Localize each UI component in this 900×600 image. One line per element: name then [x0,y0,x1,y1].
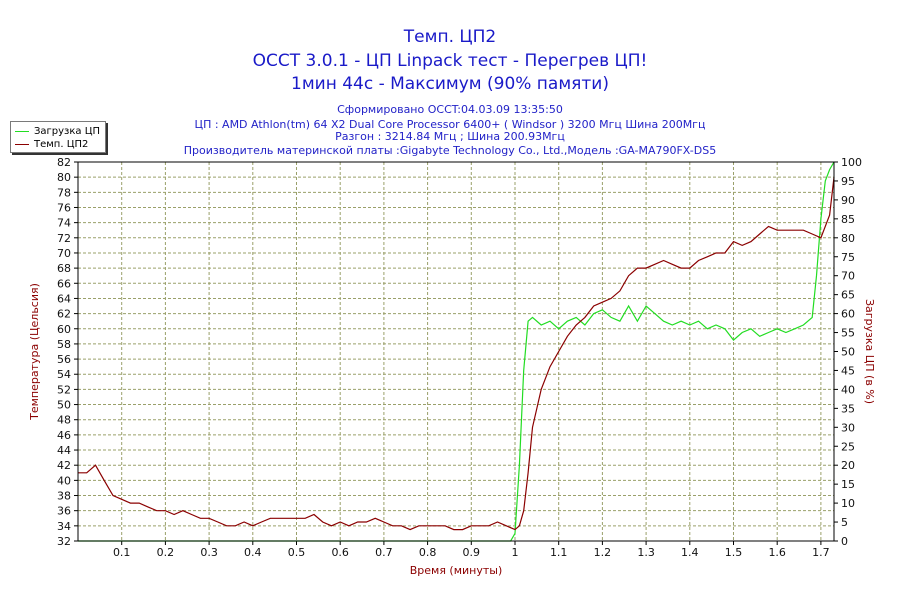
x-axis-ticks: 0.1 0.2 0.3 0.4 0.5 0.6 0.7 0.8 0.9 1 1.1 1.2 1.3 1.4… [113,541,830,559]
x-tick-label: 0.6 [331,546,349,559]
y-right-tick-label: 65 [841,289,855,302]
y-left-tick-label: 32 [57,535,71,548]
y-right-tick-label: 30 [841,421,855,434]
x-tick-label: 1.4 [681,546,699,559]
x-tick-label: 1.5 [725,546,743,559]
y-left-tick-label: 78 [57,186,71,199]
x-tick-label: 0.5 [288,546,306,559]
chart-series [78,161,835,542]
legend-item-temp: Темп. ЦП2 [15,138,88,150]
x-axis-label: Время (минуты) [410,564,503,577]
y-left-tick-label: 36 [57,505,71,518]
legend-item-load: Загрузка ЦП [15,125,100,137]
legend-label-load: Загрузка ЦП [34,125,101,137]
series-line-load [78,161,835,542]
subtitle-overclock: Разгон : 3214.84 Мгц ; Шина 200.93Мгц [335,130,565,143]
y-left-tick-label: 74 [57,217,71,230]
x-tick-label: 0.7 [375,546,393,559]
y-right-tick-label: 0 [841,535,848,548]
y-right-tick-label: 100 [841,156,862,169]
chart-grid [78,162,834,541]
x-tick-label: 1 [511,546,518,559]
y-left-tick-label: 54 [57,368,71,381]
y-left-tick-label: 58 [57,338,71,351]
y-right-tick-label: 70 [841,270,855,283]
y-right-tick-label: 10 [841,497,855,510]
chart-legend: Загрузка ЦП Темп. ЦП2 [10,121,106,153]
x-tick-label: 0.8 [419,546,437,559]
y-left-tick-label: 38 [57,490,71,503]
y-left-tick-label: 64 [57,292,71,305]
subtitle-motherboard: Производитель материнской платы :Gigabyt… [183,144,717,157]
plot-frame [77,161,835,542]
x-tick-label: 0.1 [113,546,131,559]
series-line-temp [78,177,835,531]
y-left-tick-label: 40 [57,474,71,487]
y-left-tick-label: 44 [57,444,71,457]
y-right-tick-label: 80 [841,232,855,245]
y-axis-left-ticks: 32 34 36 38 40 42 44 46 48 50 52 54 56 58 60 62 64 66 68 70… [57,156,78,548]
y-left-tick-label: 62 [57,308,71,321]
y-right-tick-label: 35 [841,402,855,415]
x-tick-label: 1.7 [812,546,830,559]
y-left-tick-label: 68 [57,262,71,275]
y-right-tick-label: 25 [841,440,855,453]
subtitle-generated: Сформировано OCCT:04.03.09 13:35:50 [337,103,563,116]
y-right-tick-label: 75 [841,251,855,264]
y-left-tick-label: 66 [57,277,71,290]
legend-label-temp: Темп. ЦП2 [34,138,89,150]
y-axis-left-label: Температура (Цельсия) [28,283,41,421]
chart-title-test: OCCT 3.0.1 - ЦП Linpack тест - Перегрев … [252,51,648,71]
y-right-tick-label: 95 [841,175,855,188]
y-right-tick-label: 50 [841,346,855,359]
y-left-tick-label: 76 [57,201,71,214]
y-axis-right-ticks: 0 5 10 15 20 25 30 35 40 45 50 55 60 65 70 75 80 85 90 95 10… [834,156,862,548]
x-tick-label: 1.3 [637,546,655,559]
y-left-tick-label: 34 [57,520,71,533]
y-left-tick-label: 46 [57,429,71,442]
y-axis-right-label: Загрузка ЦП (в %) [863,299,876,404]
y-left-tick-label: 52 [57,383,71,396]
y-left-tick-label: 50 [57,399,71,412]
x-tick-label: 0.3 [200,546,218,559]
y-right-tick-label: 60 [841,308,855,321]
y-right-tick-label: 45 [841,364,855,377]
legend-swatch-load [15,130,29,132]
chart-title-duration: 1мин 44с - Максимум (90% памяти) [291,74,609,94]
chart-title: Темп. ЦП2 [403,27,497,47]
x-tick-label: 1.2 [594,546,612,559]
y-right-tick-label: 90 [841,194,855,207]
x-tick-label: 0.9 [463,546,481,559]
y-left-tick-label: 80 [57,171,71,184]
y-left-tick-label: 72 [57,232,71,245]
y-right-tick-label: 85 [841,213,855,226]
y-left-tick-label: 70 [57,247,71,260]
x-tick-label: 0.4 [244,546,262,559]
legend-swatch-temp [15,143,29,145]
y-right-tick-label: 55 [841,327,855,340]
y-right-tick-label: 40 [841,383,855,396]
y-left-tick-label: 82 [57,156,71,169]
x-tick-label: 1.6 [768,546,786,559]
y-left-tick-label: 60 [57,323,71,336]
subtitle-cpu: ЦП : AMD Athlon(tm) 64 X2 Dual Core Proc… [194,118,706,131]
y-right-tick-label: 20 [841,459,855,472]
y-left-tick-label: 42 [57,459,71,472]
x-tick-label: 0.2 [157,546,175,559]
y-right-tick-label: 15 [841,478,855,491]
x-tick-label: 1.1 [550,546,568,559]
y-left-tick-label: 56 [57,353,71,366]
y-right-tick-label: 5 [841,516,848,529]
y-left-tick-label: 48 [57,414,71,427]
